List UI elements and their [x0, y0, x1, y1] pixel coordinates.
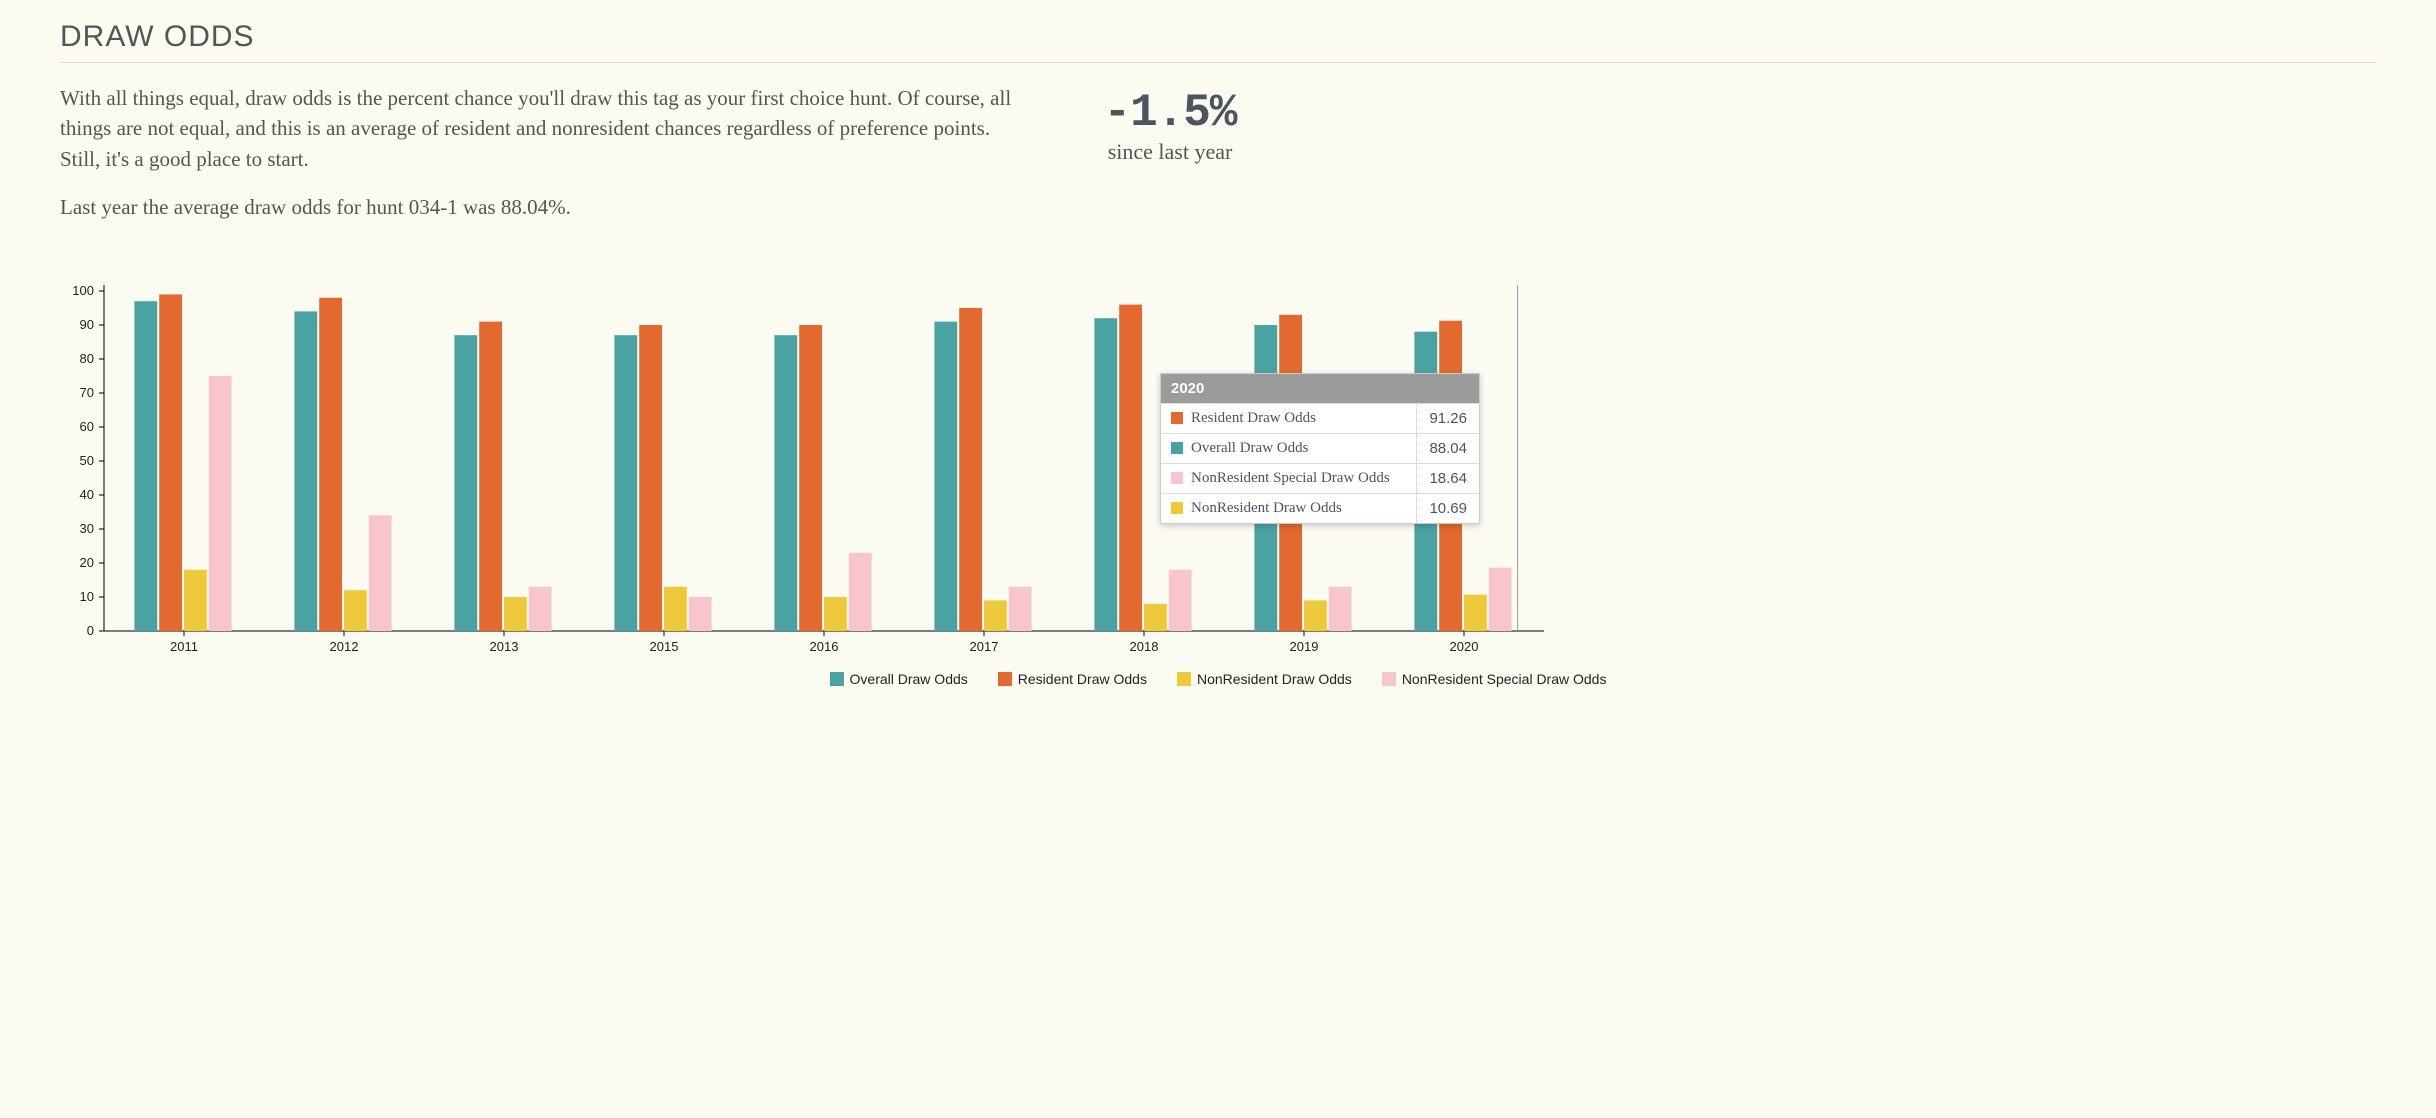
- svg-text:50: 50: [80, 453, 94, 468]
- tooltip-row: Overall Draw Odds88.04: [1161, 433, 1479, 463]
- bar-resident: [319, 298, 342, 631]
- bar-nrspecial: [209, 376, 232, 631]
- svg-text:30: 30: [80, 521, 94, 536]
- tooltip-row: NonResident Special Draw Odds18.64: [1161, 463, 1479, 493]
- bar-nrspecial: [689, 597, 712, 631]
- legend-item-overall[interactable]: Overall Draw Odds: [830, 671, 968, 687]
- bar-resident: [639, 325, 662, 631]
- bar-nrspecial: [1169, 570, 1192, 631]
- tooltip-row: NonResident Draw Odds10.69: [1161, 493, 1479, 523]
- svg-text:2012: 2012: [330, 639, 359, 654]
- chart-tooltip: 2020 Resident Draw Odds91.26Overall Draw…: [1160, 373, 1480, 524]
- bar-nonres: [1144, 604, 1167, 631]
- svg-text:2017: 2017: [970, 639, 999, 654]
- bar-overall: [294, 311, 317, 631]
- bar-resident: [799, 325, 822, 631]
- svg-text:100: 100: [72, 283, 94, 298]
- bar-resident: [479, 321, 502, 630]
- legend-item-resident[interactable]: Resident Draw Odds: [998, 671, 1147, 687]
- bar-nonres: [984, 600, 1007, 631]
- svg-text:70: 70: [80, 385, 94, 400]
- bar-nrspecial: [369, 515, 392, 631]
- tooltip-year: 2020: [1161, 374, 1479, 403]
- bar-nonres: [504, 597, 527, 631]
- legend-label: NonResident Special Draw Odds: [1402, 671, 1607, 687]
- svg-text:40: 40: [80, 487, 94, 502]
- bar-nrspecial: [529, 587, 552, 631]
- bar-nonres: [184, 570, 207, 631]
- bar-nonres: [344, 590, 367, 631]
- svg-text:20: 20: [80, 555, 94, 570]
- svg-text:10: 10: [80, 589, 94, 604]
- draw-odds-chart[interactable]: 0 10 20 30 40 50 60 70 80 90 100 2011 2012 2013 2015 20…: [60, 281, 2376, 661]
- description-paragraph-2: Last year the average draw odds for hunt…: [60, 192, 1020, 222]
- legend-swatch: [1382, 672, 1396, 686]
- description-block: With all things equal, draw odds is the …: [60, 83, 1020, 241]
- bar-nonres: [664, 587, 687, 631]
- svg-text:2015: 2015: [650, 639, 679, 654]
- chart-legend: Overall Draw Odds Resident Draw Odds NonRe…: [60, 671, 2376, 687]
- bar-overall: [1094, 318, 1117, 631]
- svg-text:2018: 2018: [1130, 639, 1159, 654]
- tooltip-row: Resident Draw Odds91.26: [1161, 403, 1479, 433]
- svg-text:2020: 2020: [1450, 639, 1479, 654]
- legend-item-nrspecial[interactable]: NonResident Special Draw Odds: [1382, 671, 1607, 687]
- svg-text:0: 0: [87, 623, 94, 638]
- stat-callout: -1.5% since last year: [1060, 83, 1280, 165]
- bar-resident: [159, 294, 182, 631]
- legend-label: Resident Draw Odds: [1018, 671, 1147, 687]
- bar-nonres: [1304, 600, 1327, 631]
- bar-nrspecial: [1489, 567, 1512, 630]
- svg-text:2019: 2019: [1290, 639, 1319, 654]
- bar-nrspecial: [1329, 587, 1352, 631]
- svg-text:90: 90: [80, 317, 94, 332]
- svg-text:80: 80: [80, 351, 94, 366]
- bar-overall: [614, 335, 637, 631]
- bar-nonres: [1464, 594, 1487, 630]
- bar-overall: [134, 301, 157, 631]
- svg-text:2013: 2013: [490, 639, 519, 654]
- bar-resident: [1119, 304, 1142, 630]
- bar-nrspecial: [849, 553, 872, 631]
- legend-item-nonres[interactable]: NonResident Draw Odds: [1177, 671, 1352, 687]
- svg-text:2016: 2016: [810, 639, 839, 654]
- page-title: DRAW ODDS: [60, 20, 2376, 54]
- legend-swatch: [830, 672, 844, 686]
- description-paragraph-1: With all things equal, draw odds is the …: [60, 83, 1020, 174]
- svg-text:2011: 2011: [170, 639, 198, 654]
- bar-overall: [774, 335, 797, 631]
- legend-swatch: [1177, 672, 1191, 686]
- bar-nrspecial: [1009, 587, 1032, 631]
- legend-label: Overall Draw Odds: [850, 671, 968, 687]
- bar-resident: [959, 308, 982, 631]
- stat-value: -1.5%: [1060, 87, 1280, 139]
- stat-label: since last year: [1060, 139, 1280, 165]
- svg-text:60: 60: [80, 419, 94, 434]
- bar-overall: [934, 321, 957, 630]
- bar-overall: [454, 335, 477, 631]
- legend-swatch: [998, 672, 1012, 686]
- legend-label: NonResident Draw Odds: [1197, 671, 1352, 687]
- bar-nonres: [824, 597, 847, 631]
